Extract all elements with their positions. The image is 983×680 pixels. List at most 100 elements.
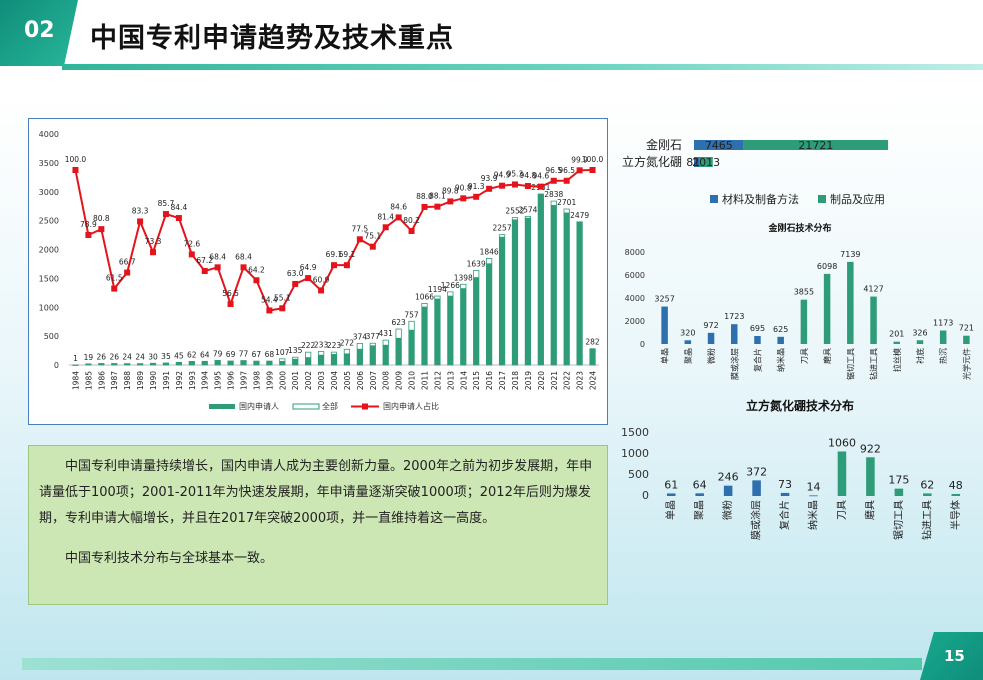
bar-domestic [589, 348, 596, 365]
summary-paragraph-2: 中国专利技术分布与全球基本一致。 [65, 551, 274, 566]
x-category-label: 纳米晶 [776, 348, 786, 372]
bar-value-label: 61 [664, 478, 678, 491]
x-tick-label: 1991 [162, 371, 171, 390]
bar-value-label: 1266 [441, 281, 460, 290]
bar-value-label: 24 [122, 353, 132, 362]
bar-value-label: 68 [265, 350, 275, 359]
pct-marker [305, 275, 312, 282]
legend-label-application: 制品及应用 [830, 192, 885, 206]
x-tick-label: 1987 [110, 371, 119, 390]
category-bar [923, 493, 932, 496]
x-category-label: 钻进工具 [869, 348, 879, 380]
y-tick-label: 0 [640, 340, 645, 349]
category-bar [866, 457, 875, 496]
bar-value-label: 757 [404, 310, 419, 319]
legend-swatch-material [710, 195, 718, 203]
bar-value-label: 326 [912, 328, 927, 337]
x-tick-label: 2024 [589, 371, 598, 390]
x-category-label: 半导体 [949, 500, 962, 530]
x-tick-label: 2011 [420, 371, 429, 390]
bar-domestic [150, 363, 156, 365]
x-category-label: 刀具 [836, 500, 848, 520]
bar-value-label: 246 [718, 471, 739, 484]
y-tick-label: 1000 [621, 447, 649, 460]
x-category-label: 微粉 [706, 348, 716, 364]
pct-label: 93.9 [481, 174, 498, 183]
y-tick-label: 500 [44, 332, 59, 341]
bar-domestic [202, 361, 208, 365]
category-bar [847, 261, 854, 344]
x-tick-label: 1984 [71, 371, 80, 390]
pct-label: 69.1 [326, 250, 343, 259]
x-tick-label: 1998 [252, 371, 261, 390]
main-chart-frame: 0 500 1000 1500 2000 2500 3000 3500 4000 1 1984 19 1… [28, 118, 608, 425]
bar-value-label: 26 [97, 352, 107, 361]
bar-domestic [227, 361, 234, 365]
category-bar [723, 485, 733, 496]
x-tick-label: 2001 [291, 371, 300, 390]
bar-value-label: 1194 [428, 285, 447, 294]
legend-label-total: 全部 [322, 401, 338, 411]
y-tick-label: 4000 [625, 294, 645, 303]
summary-paragraph-1: 中国专利申请量持续增长，国内申请人成为主要创新力量。2000年之前为初步发展期，… [39, 459, 593, 526]
pct-marker [111, 285, 118, 292]
y-tick-label: 0 [54, 361, 59, 370]
legend-label-domestic: 国内申请人 [239, 401, 279, 411]
bar-value-label: 320 [680, 328, 695, 337]
pct-marker [576, 167, 583, 174]
pct-marker [318, 287, 325, 294]
legend-label-material: 材料及制备方法 [722, 192, 799, 206]
x-tick-label: 1995 [214, 371, 223, 390]
category-bar [916, 340, 924, 344]
x-tick-label: 2018 [511, 371, 520, 390]
pct-label: 73.3 [145, 237, 162, 246]
bar-value-label: 222 [301, 341, 316, 350]
pct-marker [266, 307, 273, 314]
category-bar [666, 493, 676, 496]
x-tick-label: 2006 [356, 371, 365, 390]
category-label: 立方氮化硼 [622, 154, 682, 169]
bar-domestic [486, 263, 492, 365]
bar-value-label: 972 [703, 321, 718, 330]
bar-value-label: 625 [773, 325, 788, 334]
section-number-badge: 02 [0, 0, 78, 66]
pct-label: 78.9 [80, 220, 97, 229]
pct-marker [550, 177, 557, 184]
pct-label: 88.1 [429, 192, 446, 201]
category-bar [823, 273, 831, 344]
chart-title: 立方氮化硼技术分布 [746, 398, 854, 413]
x-category-label: 单晶 [660, 348, 670, 364]
pct-marker [240, 264, 247, 271]
x-tick-label: 2017 [498, 371, 507, 390]
pct-marker [473, 193, 480, 200]
bar-value-label: 45 [174, 351, 184, 360]
x-category-label: 纳米晶 [807, 500, 820, 530]
bar-domestic [124, 363, 130, 365]
bar-domestic [499, 236, 505, 365]
category-bar [894, 488, 904, 496]
bar-value-label: 372 [746, 465, 767, 478]
bar-domestic [512, 219, 518, 365]
x-category-label: 热沉 [938, 348, 948, 364]
pct-label: 75.1 [364, 232, 381, 241]
pct-marker [175, 215, 182, 222]
bar-value-label: 374 [353, 332, 368, 341]
pct-label: 84.6 [390, 202, 407, 211]
pct-label: 88.0 [416, 192, 433, 201]
bar-domestic [370, 345, 376, 365]
pct-marker [150, 249, 157, 256]
bar-domestic [189, 361, 195, 365]
pct-label: 66.7 [119, 258, 136, 267]
category-bar [963, 335, 970, 344]
pct-label: 91.3 [468, 182, 485, 191]
x-category-label: 聚晶 [684, 348, 693, 364]
bar-value-label: 14 [807, 480, 821, 493]
page-title: 中国专利申请趋势及技术重点 [90, 23, 454, 54]
bar-domestic [357, 348, 363, 365]
y-tick-label: 2000 [625, 317, 645, 326]
y-tick-label: 2500 [39, 217, 59, 226]
bar-value-label: 377 [366, 332, 381, 341]
x-tick-label: 2002 [304, 371, 313, 390]
pct-marker [85, 231, 92, 238]
